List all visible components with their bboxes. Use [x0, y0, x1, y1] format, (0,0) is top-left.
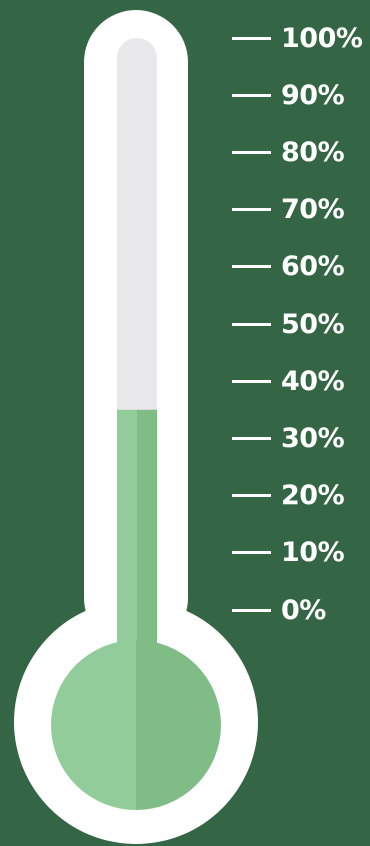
scale-tick: 80%: [232, 134, 345, 170]
tick-mark: [232, 208, 271, 212]
scale-tick: 90%: [232, 77, 345, 113]
tick-label: 0%: [281, 594, 326, 626]
tick-mark: [232, 322, 271, 326]
tick-mark: [232, 608, 271, 612]
tick-mark: [232, 36, 271, 40]
tick-label: 90%: [281, 79, 345, 111]
thermometer-bulb-right: [136, 640, 221, 810]
tick-mark: [232, 265, 271, 269]
thermometer-bulb-left: [51, 640, 136, 810]
tick-mark: [232, 436, 271, 440]
tick-label: 30%: [281, 422, 345, 454]
scale-tick: 60%: [232, 249, 345, 285]
tick-mark: [232, 93, 271, 97]
tick-mark: [232, 494, 271, 498]
tick-label: 80%: [281, 136, 345, 168]
tick-label: 10%: [281, 537, 345, 569]
tick-label: 40%: [281, 365, 345, 397]
scale-tick: 10%: [232, 535, 345, 571]
tick-mark: [232, 379, 271, 383]
tick-mark: [232, 551, 271, 555]
scale-tick: 100%: [232, 20, 363, 56]
scale-tick: 40%: [232, 363, 345, 399]
tick-mark: [232, 150, 271, 154]
tick-label: 60%: [281, 251, 345, 283]
scale-tick: 30%: [232, 420, 345, 456]
scale-tick: 70%: [232, 192, 345, 228]
thermometer-fill: [51, 409, 221, 810]
scale-tick: 20%: [232, 478, 345, 514]
tick-label: 100%: [281, 22, 363, 54]
tick-label: 70%: [281, 194, 345, 226]
tick-label: 20%: [281, 480, 345, 512]
tick-label: 50%: [281, 308, 345, 340]
scale-tick: 50%: [232, 306, 345, 342]
scale-tick: 0%: [232, 592, 326, 628]
